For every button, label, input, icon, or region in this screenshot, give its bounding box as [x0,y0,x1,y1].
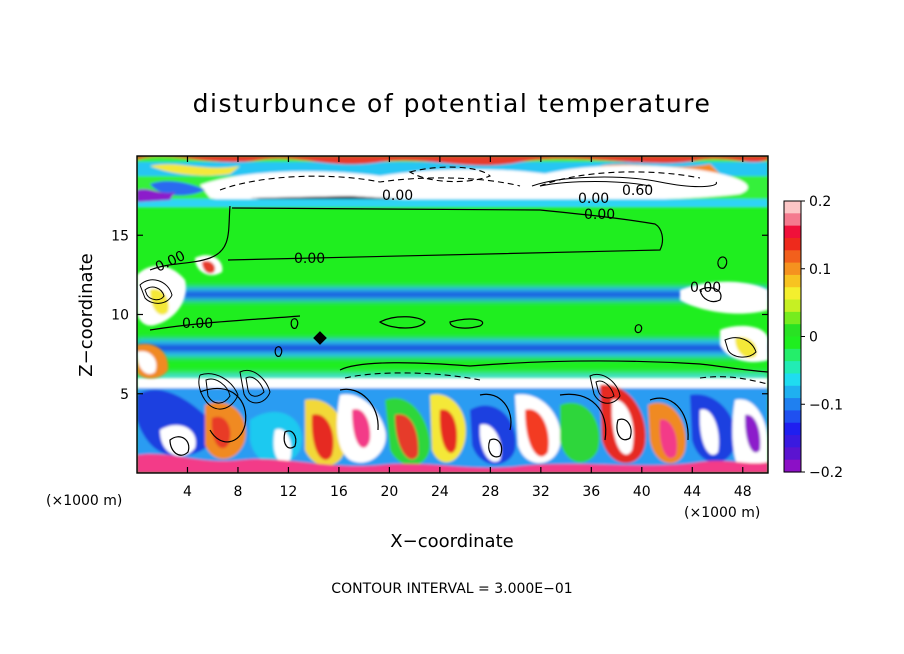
contour-label: 0.00 [294,251,325,267]
plot-area: 0.00 0.00 0.00 0.00 0.00 0.00 0.00 0.60 [137,156,768,473]
x-tick-label: 12 [280,484,298,500]
contour-lines-dense [139,176,757,410]
colorbar-cell [784,250,801,264]
x-unit-right: (×1000 m) [684,505,760,521]
colorbar-tick-label: −0.2 [809,465,843,481]
contour-label: 0.00 [578,191,609,207]
contour-label: 0.00 [584,207,615,223]
x-tick-label: 44 [683,484,701,500]
colorbar-cell [784,410,801,424]
contour-lines [149,205,768,458]
y-axis-label: Z−coordinate [76,253,97,376]
x-tick-label: 20 [380,484,398,500]
colorbar-cell [784,237,801,251]
colorbar-cell [784,422,801,436]
y-ticks: 5 10 15 [111,228,768,403]
colorbar-cell [784,274,801,288]
contour-label: 0.00 [690,280,721,296]
x-tick-label: 32 [532,484,550,500]
colorbar-cell [784,324,801,338]
x-tick-label: 40 [633,484,651,500]
contour-label: 0.00 [382,188,413,204]
colorbar-cell [784,385,801,399]
colorbar-cell [784,361,801,375]
blue-bands [137,286,768,382]
y-tick-label: 5 [120,387,129,403]
colorbar-cell [784,435,801,448]
x-tick-label: 48 [734,484,752,500]
y-tick-label: 15 [111,228,129,244]
colorbar-cell [784,447,801,461]
x-tick-label: 8 [233,484,242,500]
x-unit-left: (×1000 m) [46,493,122,509]
contour-interval: CONTOUR INTERVAL = 3.000E−01 [331,581,572,597]
colorbar-cell [784,398,801,412]
contour-label: 0.60 [622,183,653,199]
x-ticks: 4 8 12 16 20 24 28 32 36 40 44 48 [183,156,752,500]
colorbar-cells [784,201,801,473]
colorbar: 0.2 0.1 0 −0.1 −0.2 [783,194,843,481]
contour-lines-dashed [219,166,768,385]
colorbar-cell [784,373,801,387]
colorbar-cell [784,348,801,362]
colorbar-cell [784,311,801,325]
colorbar-cell [784,262,801,276]
colorbar-tick-label: 0 [809,330,818,346]
colorbar-cell [784,201,801,214]
x-tick-label: 4 [183,484,192,500]
colorbar-tick-label: 0.1 [809,262,831,278]
colorbar-cell [784,213,801,227]
colorbar-cell [784,299,801,313]
colorbar-cell [784,225,801,239]
side-disturbances [137,255,768,379]
y-tick-label: 10 [111,308,129,324]
colorbar-cell [784,459,801,473]
x-tick-label: 16 [330,484,348,500]
colorbar-cell [784,287,801,301]
chart-title: disturbunce of potential temperature [193,89,712,118]
colorbar-ticks: 0.2 0.1 0 −0.1 −0.2 [801,194,843,481]
x-axis-label: X−coordinate [390,531,513,552]
x-tick-label: 24 [431,484,449,500]
x-tick-label: 28 [481,484,499,500]
colorbar-cell [784,336,801,350]
x-tick-label: 36 [582,484,600,500]
lower-layer [137,378,768,473]
colorbar-tick-label: −0.1 [809,397,843,413]
contour-label: 0.00 [182,316,213,332]
colorbar-tick-label: 0.2 [809,194,831,210]
